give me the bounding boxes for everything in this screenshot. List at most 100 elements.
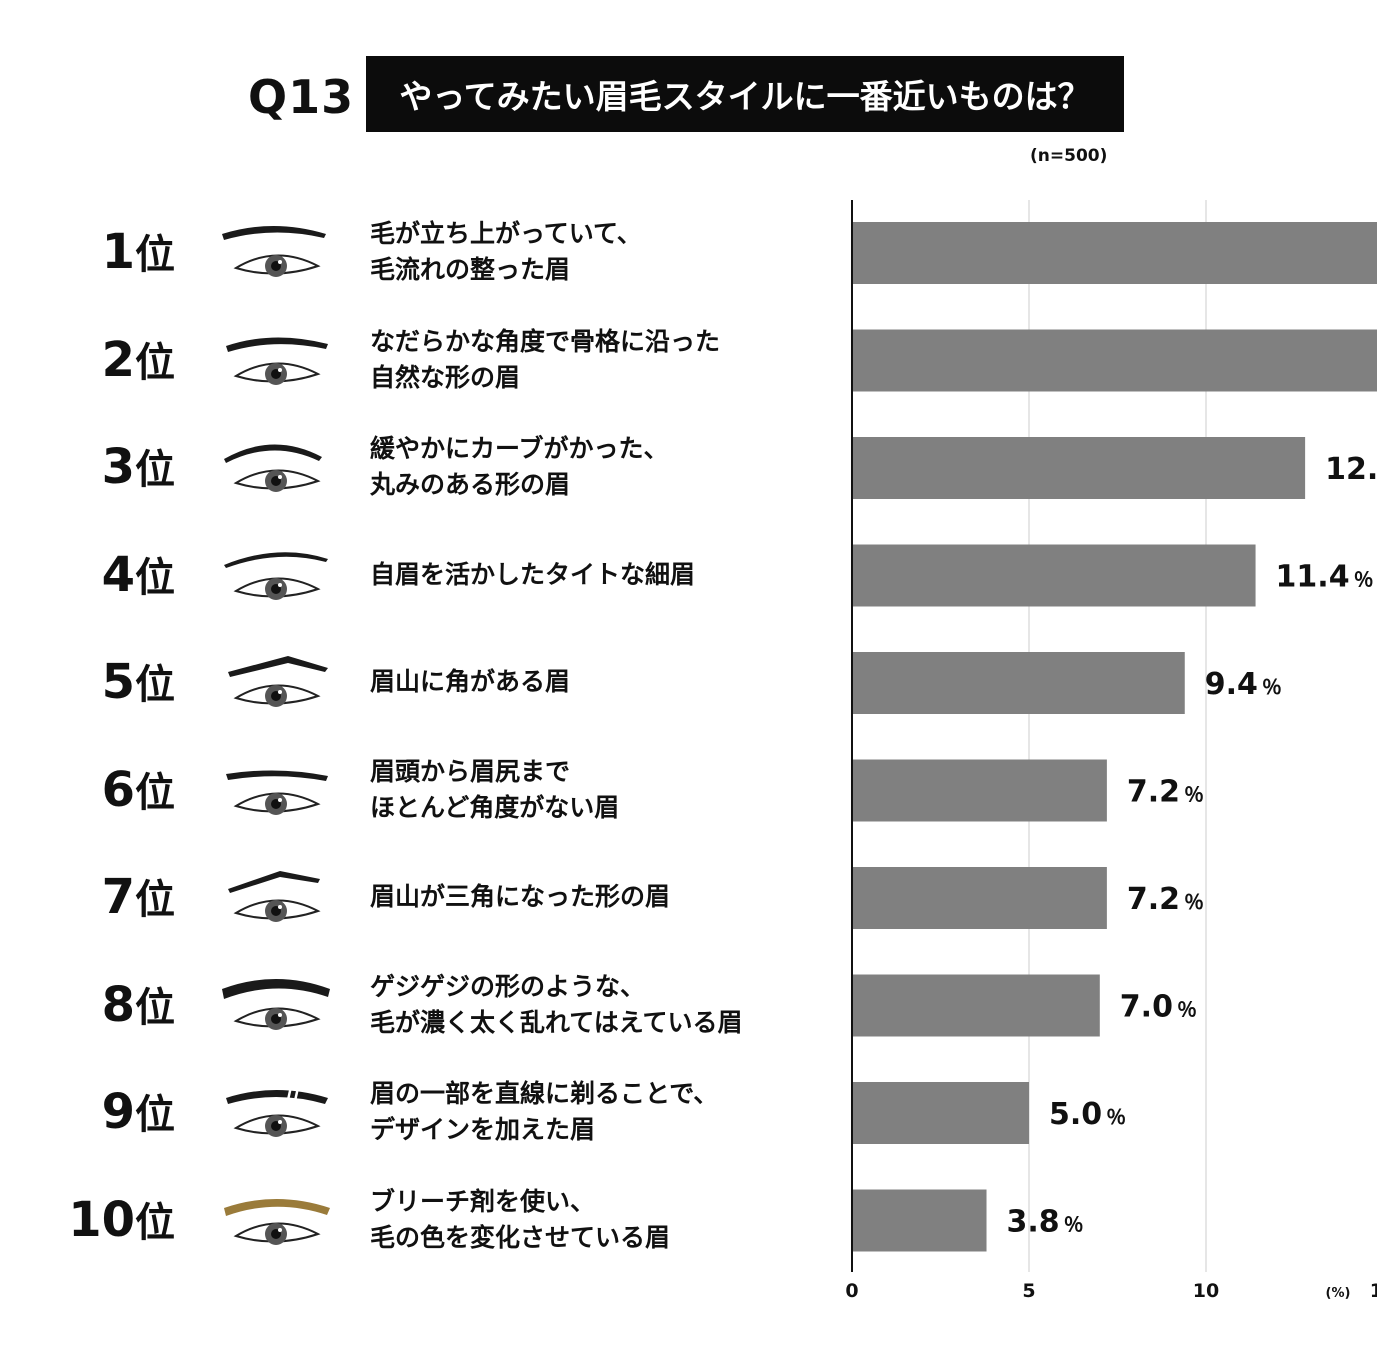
rank-suffix: 位 (135, 769, 175, 816)
row-description: 眉の一部を直線に剃ることで、 デザインを加えた眉 (370, 1076, 718, 1148)
ranking-row: 1位 毛が立ち上がっていて、 毛流れの整った眉 (0, 200, 1377, 308)
ranking-row: 2位 なだらかな角度で骨格に沿った 自然な形の眉 (0, 308, 1377, 416)
rank-number: 3 (101, 439, 135, 495)
x-tick-label: 5 (1022, 1280, 1035, 1302)
bar-value-number: 9.4 (1205, 667, 1258, 702)
rank-number: 10 (68, 1191, 135, 1248)
bar-value-number: 3.8 (1007, 1205, 1060, 1240)
rank-number: 4 (101, 546, 135, 603)
rank-label: 3位 (40, 439, 175, 498)
description-line-2: 自然な形の眉 (370, 362, 521, 392)
description-line-2: 毛流れの整った眉 (370, 255, 571, 284)
description-line-1: ブリーチ剤を使い、 (370, 1186, 596, 1216)
rank-suffix: 位 (135, 339, 175, 386)
ranking-row: 5位 眉山に角がある眉 (0, 630, 1377, 738)
bar-value-label: 7.2 ％ (1127, 775, 1204, 810)
row-description: 緩やかにカーブがかった、 丸みのある形の眉 (370, 431, 669, 503)
bar-value-number: 7.0 (1120, 990, 1173, 1025)
rank-number: 2 (101, 331, 135, 388)
bar (852, 1189, 987, 1252)
bar (852, 759, 1107, 822)
ranking-row: 3位 緩やかにカーブがかった、 丸みのある形の眉 (0, 415, 1377, 523)
rank-label: 2位 (40, 332, 175, 391)
x-tick-label: 10 (1193, 1280, 1219, 1302)
bar-value-unit: ％ (1184, 890, 1204, 914)
bar-value-number: 11.4 (1276, 560, 1350, 595)
description-line-1: 自眉を活かしたタイトな細眉 (370, 559, 696, 589)
bar (852, 544, 1256, 607)
rank-number: 9 (101, 1084, 135, 1140)
natural-brow-icon (218, 322, 334, 394)
row-description: なだらかな角度で骨格に沿った 自然な形の眉 (370, 324, 720, 396)
description-line-1: 眉の一部を直線に剃ることで、 (370, 1079, 719, 1108)
description-line-2: デザインを加えた眉 (370, 1115, 596, 1144)
bar-value-label: 11.4 ％ (1276, 560, 1374, 595)
description-line-1: なだらかな角度で骨格に沿った (370, 326, 721, 356)
question-title-box: やってみたい眉毛スタイルに一番近いものは？ (366, 56, 1124, 132)
rank-suffix: 位 (135, 984, 175, 1031)
bar-value-number: 5.0 (1049, 1097, 1102, 1132)
ranking-row: 7位 眉山が三角になった形の眉 (0, 845, 1377, 953)
bar-value-label: 12.8％ (1325, 452, 1377, 487)
rank-suffix: 位 (135, 1199, 175, 1246)
x-tick-label: 15 (1370, 1280, 1377, 1302)
bar-value-label: 9.4 ％ (1205, 667, 1282, 702)
bar-value-label: 5.0 ％ (1049, 1097, 1126, 1132)
rank-suffix: 位 (135, 554, 175, 601)
bar-value-unit: ％ (1354, 568, 1374, 592)
x-tick-label: 0 (845, 1280, 858, 1302)
description-line-1: 毛が立ち上がっていて、 (370, 219, 642, 248)
x-axis-unit: (%) (1326, 1286, 1351, 1301)
rank-number: 7 (101, 869, 135, 925)
rank-label: 9位 (40, 1084, 175, 1143)
bar-value-unit: ％ (1177, 998, 1197, 1022)
ranking-row: 4位 自眉を活かしたタイトな細眉 (0, 523, 1377, 631)
bar (852, 1082, 1029, 1144)
bar-value-number: 7.2 (1127, 882, 1180, 917)
ranking-row: 9位 眉の一部を直線に剃ることで、 デザインを加えた眉 (0, 1060, 1377, 1168)
rank-suffix: 位 (135, 447, 175, 493)
thin-brow-icon (218, 537, 334, 609)
angled-brow-icon (218, 644, 334, 716)
row-description: 眉頭から眉尻まで ほとんど角度がない眉 (370, 754, 619, 826)
description-line-1: 眉山に角がある眉 (370, 667, 571, 696)
row-description: ゲジゲジの形のような、毛が濃く太く乱れてはえている眉 (370, 969, 743, 1041)
bleached-brow-icon (218, 1182, 334, 1254)
bar-value-unit: ％ (1106, 1105, 1126, 1129)
bar-value-label: 7.0 ％ (1120, 990, 1197, 1025)
description-line-2: 毛の色を変化させている眉 (370, 1222, 671, 1252)
bar-value-label: 3.8 ％ (1007, 1205, 1084, 1240)
description-line-1: 眉頭から眉尻まで (370, 756, 571, 786)
bar (852, 867, 1107, 929)
bar-value-unit: ％ (1262, 675, 1282, 699)
description-line-2: 丸みのある形の眉 (370, 470, 571, 499)
triangle-brow-icon (218, 859, 334, 931)
rank-suffix: 位 (135, 1092, 175, 1138)
rank-label: 10位 (40, 1192, 175, 1251)
bar (852, 437, 1306, 499)
rank-number: 1 (101, 224, 135, 280)
curved-brow-icon (218, 429, 334, 501)
rank-label: 8位 (40, 977, 175, 1036)
bar-value-number: 7.2 (1127, 775, 1180, 810)
bar-value-unit: ％ (1184, 783, 1204, 807)
bar (852, 222, 1377, 284)
rank-label: 7位 (40, 869, 175, 928)
question-title: やってみたい眉毛スタイルに一番近いものは？ (399, 77, 1091, 116)
description-line-1: ゲジゲジの形のような、 (370, 971, 646, 1001)
bar (852, 974, 1100, 1037)
rank-number: 5 (101, 654, 135, 710)
bar-value-number: 12.8 (1325, 452, 1377, 487)
upright-brow-icon (218, 214, 334, 286)
description-line-2: 毛が濃く太く乱れてはえている眉 (370, 1007, 743, 1037)
row-description: 眉山が三角になった形の眉 (370, 879, 670, 915)
sample-size-note: (n=500) (1030, 146, 1108, 166)
row-description: ブリーチ剤を使い、毛の色を変化させている眉 (370, 1184, 670, 1256)
row-description: 眉山に角がある眉 (370, 664, 570, 700)
ranking-row: 6位 眉頭から眉尻まで ほとんど角度がない眉 (0, 738, 1377, 846)
bushy-brow-icon (218, 967, 334, 1039)
description-line-1: 眉山が三角になった形の眉 (370, 882, 671, 911)
rank-suffix: 位 (135, 877, 175, 923)
ranking-row: 8位 ゲジゲジの形のような、毛が濃く太く乱れてはえている眉 (0, 953, 1377, 1061)
